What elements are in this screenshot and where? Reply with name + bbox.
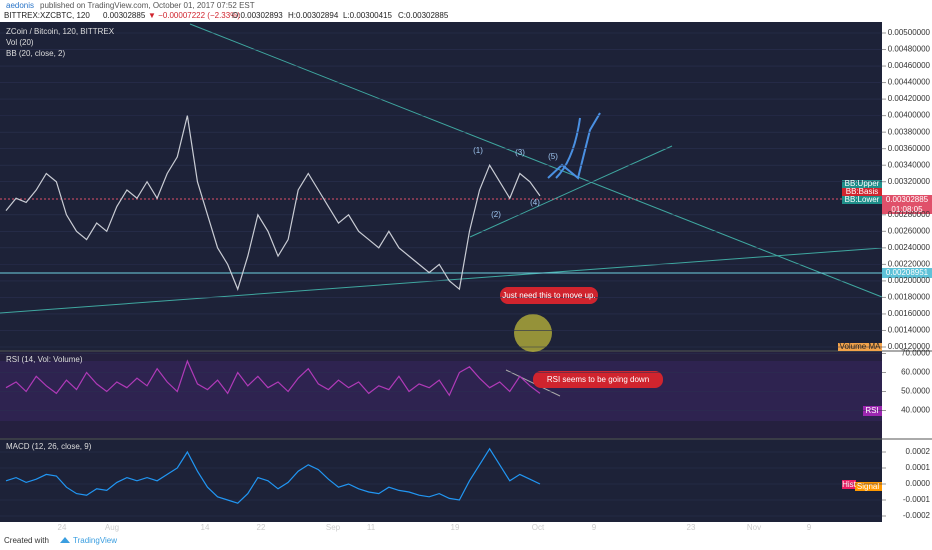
wave-label: (5) <box>548 152 558 161</box>
footer-text: Created with <box>4 536 49 545</box>
open: O:0.00302893 <box>232 11 283 20</box>
y-tick-label: 0.0000 <box>906 479 931 488</box>
axis-tag-label: RSI <box>865 406 878 415</box>
x-tick-label: 9 <box>592 523 597 532</box>
x-tick-label: Sep <box>326 523 341 532</box>
symbol: BITTREX:XZCBTC, 120 <box>4 11 90 20</box>
x-tick-label: 9 <box>807 523 812 532</box>
y-tick-label: 0.00500000 <box>888 28 931 37</box>
axis-tag <box>882 268 932 278</box>
axis-tag-label: BB:Upper <box>845 179 880 188</box>
y-tick-label: 0.00480000 <box>888 45 931 54</box>
wave-label: (3) <box>515 148 525 157</box>
y-tick-label: 0.0002 <box>906 447 931 456</box>
y-tick-label: 0.00120000 <box>888 342 931 351</box>
trend-line <box>0 247 883 314</box>
x-tick-label: 23 <box>687 523 696 532</box>
y-tick-label: 0.00400000 <box>888 111 931 120</box>
y-tick-label: 0.00160000 <box>888 309 931 318</box>
published: published on TradingView.com, October 01… <box>40 1 255 10</box>
x-tick-label: 19 <box>451 523 460 532</box>
axis-tag <box>842 480 856 489</box>
y-tick-label: 50.0000 <box>901 387 930 396</box>
axis-tag <box>855 482 882 491</box>
trend-line <box>469 145 673 238</box>
macd-line <box>5 447 541 504</box>
legend: BB (20, close, 2) <box>6 49 65 58</box>
y-tick-label: 0.00340000 <box>888 160 931 169</box>
rsi-band <box>0 361 882 421</box>
low: L:0.00300415 <box>343 11 392 20</box>
y-tick-label: -0.0001 <box>903 495 931 504</box>
axis-tag-label: Hist <box>842 480 857 489</box>
y-tick-label: 60.0000 <box>901 368 930 377</box>
x-tick-label: 14 <box>201 523 210 532</box>
note-bubble <box>533 371 663 388</box>
y-tick-label: 0.00380000 <box>888 127 931 136</box>
axis-tag <box>842 188 882 196</box>
chart-area <box>0 22 882 522</box>
x-tick-label: Nov <box>747 523 761 532</box>
axis-tag-label: 0.00302885 <box>886 195 929 204</box>
axis-tag <box>842 196 882 204</box>
x-tick-label: Oct <box>532 523 545 532</box>
trend-line <box>189 23 883 298</box>
axis-tag-label: BB:Lower <box>845 195 880 204</box>
note-bubble <box>500 287 598 304</box>
y-tick-label: 0.00360000 <box>888 144 931 153</box>
axis-tag-label: 01:08:05 <box>891 205 923 214</box>
y-tick-label: 0.00140000 <box>888 326 931 335</box>
projection-arrow <box>547 112 601 180</box>
y-tick-label: 40.0000 <box>901 406 930 415</box>
footer <box>0 532 932 550</box>
y-tick-label: -0.0002 <box>903 511 931 520</box>
wave-label: (1) <box>473 146 483 155</box>
wave-label: (4) <box>530 198 540 207</box>
axis-tag <box>882 195 932 205</box>
annotation: Just need this to move up. <box>502 291 595 300</box>
close: C:0.00302885 <box>398 11 449 20</box>
highlight <box>514 314 552 352</box>
change: ▼ −0.00007222 (−2.33%) <box>148 11 240 20</box>
y-tick-label: 0.00240000 <box>888 243 931 252</box>
annotation: RSI seems to be going down <box>547 375 649 384</box>
wave-label: (2) <box>491 210 501 219</box>
y-tick-label: 0.00420000 <box>888 94 931 103</box>
x-tick-label: Aug <box>105 523 119 532</box>
axis-tag <box>842 180 882 188</box>
y-tick-label: 0.0001 <box>906 463 931 472</box>
x-tick-label: 11 <box>367 523 376 532</box>
y-tick-label: 0.00460000 <box>888 61 931 70</box>
axis-tag-label: Volume MA <box>840 342 882 351</box>
projection-arrow <box>555 117 581 179</box>
footer-brand[interactable]: TradingView <box>73 536 117 545</box>
axis-tag <box>882 205 932 214</box>
legend: RSI (14, Vol: Volume) <box>6 355 83 364</box>
legend: MACD (12, 26, close, 9) <box>6 442 92 451</box>
x-tick-label: 22 <box>257 523 266 532</box>
y-tick-label: 0.00440000 <box>888 78 931 87</box>
logo <box>60 537 70 543</box>
y-tick-label: 0.00260000 <box>888 226 931 235</box>
legend: Vol (20) <box>6 38 34 47</box>
y-tick-label: 70.0000 <box>901 349 930 358</box>
y-tick-label: 0.00320000 <box>888 177 931 186</box>
rsi-line <box>5 359 541 397</box>
y-tick-label: 0.00180000 <box>888 293 931 302</box>
legend: ZCoin / Bitcoin, 120, BITTREX <box>6 27 115 36</box>
y-tick-label: 0.00220000 <box>888 259 931 268</box>
price-line <box>5 115 541 291</box>
axis-tag <box>863 406 882 416</box>
author[interactable]: aedonis <box>6 1 34 10</box>
last: 0.00302885 <box>103 11 146 20</box>
axis-tag-label: Signal <box>857 482 879 491</box>
x-tick-label: 24 <box>58 523 67 532</box>
axis-tag-label: BB:Basis <box>846 187 878 196</box>
high: H:0.00302894 <box>288 11 339 20</box>
y-tick-label: 0.00200000 <box>888 276 931 285</box>
axis-tag-label: 0.00208951 <box>886 268 929 277</box>
y-tick-label: 0.00280000 <box>888 210 931 219</box>
